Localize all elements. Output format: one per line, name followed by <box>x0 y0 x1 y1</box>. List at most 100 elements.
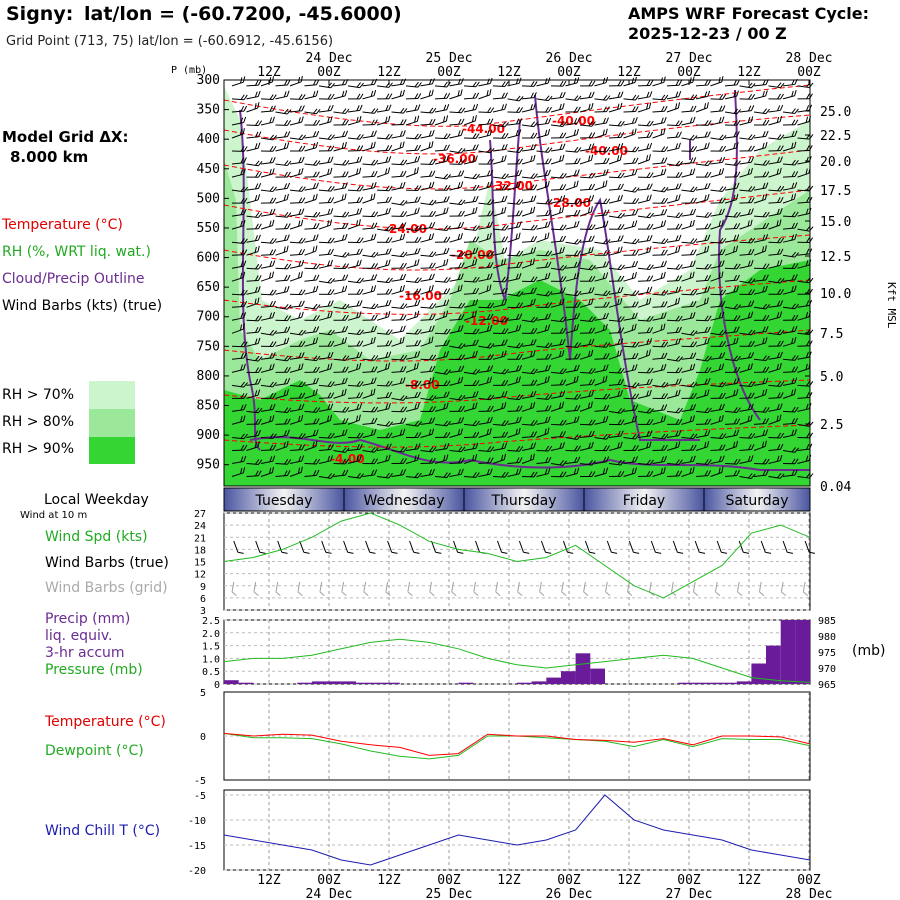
wind-barb-staff <box>318 110 331 113</box>
wind-barb-staff <box>260 357 273 360</box>
wind-barb-flag <box>286 440 289 447</box>
wind-barb-flag <box>301 134 306 140</box>
wind-barb-flag <box>254 235 258 241</box>
wind-barb-flag <box>371 418 375 424</box>
wind-barb <box>391 181 406 191</box>
wind-barb <box>304 418 320 425</box>
wind-barb <box>318 311 333 321</box>
wind-barb <box>333 222 349 230</box>
wind-barb-flag <box>254 91 258 98</box>
wind-barb-flag <box>272 94 277 100</box>
wind-barb <box>362 159 379 166</box>
wind-barb-staff <box>391 278 404 282</box>
wind-barb-flag <box>258 315 263 322</box>
wind-barb <box>275 470 291 477</box>
wind-barb <box>333 418 349 425</box>
wind-barb-flag <box>257 160 263 167</box>
wind-barb-flag <box>287 79 291 86</box>
wind-barb-staff <box>797 149 810 152</box>
wind-barb <box>362 336 376 347</box>
wind-barb-flag <box>373 325 377 332</box>
wind-barb-flag <box>286 131 291 137</box>
wind-barb <box>318 351 334 360</box>
wind-barb-staff <box>376 448 389 451</box>
wind-barb-staff <box>333 254 346 258</box>
wind-barb-flag <box>327 208 331 215</box>
wind-barb-flag <box>312 286 316 293</box>
wind-barb-flag <box>373 447 379 453</box>
wind-barb-flag <box>356 145 361 151</box>
wind-barb-flag <box>287 459 292 465</box>
wind-barb-flag <box>257 337 261 344</box>
wind-barb <box>260 186 277 193</box>
wind-barb-flag <box>313 458 318 465</box>
wind-barb <box>231 105 248 113</box>
wind-barb <box>362 447 379 453</box>
wind-barb-flag <box>388 443 392 450</box>
wind-barb-staff <box>304 394 317 399</box>
wind-barb-flag <box>287 160 292 166</box>
wind-barb <box>246 378 262 386</box>
wind-barb-flag <box>258 120 263 126</box>
wind-barb-flag <box>342 222 346 229</box>
wind-barb-flag <box>356 300 360 307</box>
wind-barb-flag <box>283 286 287 293</box>
wind-barb-flag <box>327 312 330 319</box>
wind-barb <box>275 160 292 167</box>
wind-barb <box>362 263 378 269</box>
wind-barb-staff <box>376 396 389 399</box>
wind-barb <box>246 234 261 243</box>
wind-barb-staff <box>231 189 244 193</box>
wind-barb-flag <box>373 336 376 343</box>
wind-barb-staff <box>391 238 404 243</box>
wind-barb-flag <box>283 326 288 333</box>
wind-barb-staff <box>362 330 375 334</box>
wind-barb-flag <box>283 143 287 149</box>
wind-barb-flag <box>359 93 364 100</box>
wind-barb-flag <box>240 444 245 451</box>
precip-label: Precip (mm) <box>45 611 131 627</box>
wind-barb <box>231 455 247 464</box>
wind-barb-staff <box>391 187 404 191</box>
wind-barb-flag <box>315 337 319 344</box>
wind-barb-flag <box>269 364 272 371</box>
wind-barb <box>231 312 247 321</box>
wind-barb-staff <box>318 460 331 464</box>
wind-barb-flag <box>402 273 407 280</box>
wind-barb-flag <box>283 183 288 189</box>
wind-barb-flag <box>313 119 317 126</box>
wind-barb-staff <box>275 394 288 399</box>
wind-barb-flag <box>297 467 301 474</box>
wind-barb-flag <box>330 381 335 387</box>
wind-barb-staff <box>275 163 288 167</box>
wind-barb-flag <box>359 237 364 243</box>
wind-barb-flag <box>301 105 305 111</box>
wind-barb <box>289 466 303 477</box>
wind-barb <box>347 340 364 347</box>
wind-barb-flag <box>240 169 243 176</box>
wind-barb-flag <box>327 134 332 140</box>
wind-barb-flag <box>240 312 244 319</box>
wind-barb-flag <box>257 378 262 385</box>
wind-barb <box>333 325 349 334</box>
wind-height-label: Wind at 10 m <box>20 510 88 521</box>
wind-barb <box>260 260 276 269</box>
wind-barb <box>246 212 263 218</box>
wind-barb-staff <box>333 147 346 152</box>
weekday-label: Local Weekday <box>44 492 149 508</box>
wind-barb-flag <box>330 433 335 439</box>
wind-barb <box>275 285 290 295</box>
wind-barb-flag <box>388 432 393 438</box>
wind-barb <box>318 237 335 244</box>
wind-barb-flag <box>312 246 315 253</box>
wind-barb-flag <box>313 171 317 178</box>
wind-barb-flag <box>359 156 363 163</box>
wind-barb-flag <box>287 470 291 476</box>
wind-barb <box>231 289 248 296</box>
wind-barb-flag <box>301 260 305 266</box>
wind-barb-flag <box>330 329 335 336</box>
wind-barb <box>391 107 408 114</box>
wind-barb-flag <box>242 271 246 278</box>
wind-barb <box>290 145 306 152</box>
wind-barb-flag <box>298 249 303 255</box>
